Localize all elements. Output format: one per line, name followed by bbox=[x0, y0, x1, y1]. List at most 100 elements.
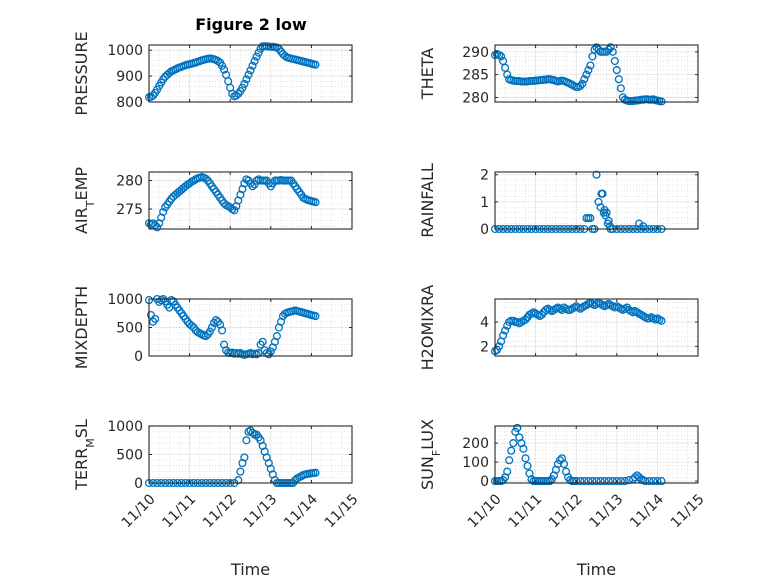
y-tick-label: 285 bbox=[462, 68, 489, 84]
data-point bbox=[645, 477, 654, 486]
data-point bbox=[236, 467, 245, 476]
data-point bbox=[513, 423, 522, 432]
y-tick-label: 900 bbox=[116, 69, 143, 85]
y-tick-label: 800 bbox=[116, 95, 143, 111]
data-point bbox=[523, 461, 532, 470]
y-tick-label: 0 bbox=[134, 476, 143, 492]
y-axis-label: TERRMSL bbox=[72, 419, 97, 491]
data-point bbox=[505, 456, 514, 465]
y-tick-label: 0 bbox=[480, 474, 489, 490]
subplot-air: 275 280 AIRTEMP bbox=[72, 167, 353, 234]
data-point bbox=[220, 65, 229, 74]
y-axis-label: MIXDEPTH bbox=[72, 286, 91, 369]
y-tick-label: 1000 bbox=[107, 419, 143, 435]
data-point bbox=[588, 477, 597, 486]
y-tick-label: 2 bbox=[480, 339, 489, 355]
data-point bbox=[213, 57, 223, 66]
y-tick-label: 0 bbox=[480, 222, 489, 238]
subplot-theta: 280 285 290 THETA bbox=[418, 43, 699, 106]
data-point bbox=[240, 79, 249, 88]
data-point bbox=[165, 68, 174, 78]
data-point bbox=[167, 194, 176, 203]
data-point bbox=[584, 477, 593, 486]
data-point bbox=[529, 308, 538, 317]
data-point bbox=[218, 326, 227, 335]
data-point bbox=[258, 337, 267, 346]
data-point bbox=[608, 477, 617, 486]
data-point bbox=[211, 316, 221, 325]
data-point bbox=[604, 45, 613, 54]
data-point bbox=[151, 220, 160, 230]
data-point bbox=[578, 79, 587, 88]
figure-title: Figure 2 low bbox=[195, 15, 307, 34]
data-point bbox=[246, 426, 255, 435]
axes-box bbox=[494, 171, 699, 230]
data-point bbox=[616, 477, 625, 486]
data-point bbox=[537, 310, 546, 319]
x-axis-label: Time bbox=[576, 560, 616, 579]
data-point bbox=[246, 66, 255, 75]
data-point bbox=[250, 57, 259, 66]
data-point bbox=[248, 428, 257, 437]
data-point bbox=[187, 321, 196, 330]
data-point bbox=[248, 61, 257, 70]
axes-box bbox=[148, 171, 353, 230]
data-point bbox=[600, 477, 609, 486]
data-point bbox=[242, 436, 251, 445]
data-point bbox=[205, 327, 214, 336]
data-point bbox=[201, 332, 210, 341]
data-point bbox=[657, 477, 666, 486]
y-tick-label: 280 bbox=[116, 174, 143, 190]
data-point bbox=[238, 83, 247, 92]
data-point bbox=[559, 459, 569, 469]
data-point bbox=[586, 214, 595, 223]
data-point bbox=[250, 180, 259, 189]
y-tick-label: 1000 bbox=[107, 43, 143, 59]
y-tick-label: 100 bbox=[462, 455, 489, 471]
data-point bbox=[240, 453, 249, 462]
data-point bbox=[580, 75, 589, 84]
data-point bbox=[592, 170, 601, 179]
data-point bbox=[311, 60, 320, 69]
subplot-mixdepth: 0 500 1000 MIXDEPTH bbox=[72, 286, 353, 369]
data-point bbox=[604, 477, 613, 486]
data-point bbox=[519, 444, 528, 453]
data-point bbox=[620, 477, 629, 486]
y-axis-label: RAINFALL bbox=[418, 163, 437, 238]
data-point bbox=[507, 446, 516, 455]
data-point bbox=[232, 91, 241, 100]
data-point bbox=[151, 314, 160, 323]
data-point bbox=[521, 454, 530, 463]
axes-box bbox=[494, 44, 699, 103]
y-axis-label: PRESSURE bbox=[72, 31, 91, 115]
data-point bbox=[497, 52, 506, 61]
y-tick-label: 1000 bbox=[107, 292, 143, 308]
y-tick-label: 500 bbox=[116, 448, 143, 464]
data-point bbox=[545, 477, 554, 486]
data-point bbox=[503, 70, 512, 79]
data-point bbox=[602, 208, 611, 217]
y-tick-label: 0 bbox=[134, 349, 143, 365]
data-point bbox=[608, 47, 617, 56]
data-point bbox=[509, 439, 518, 448]
y-tick-label: 2 bbox=[480, 168, 489, 184]
data-point bbox=[521, 315, 530, 324]
data-point bbox=[592, 43, 601, 52]
data-point bbox=[207, 323, 216, 332]
x-axis-label: Time bbox=[230, 560, 270, 579]
axes-box bbox=[494, 425, 699, 484]
data-point bbox=[153, 223, 162, 232]
data-point bbox=[612, 66, 621, 75]
data-point bbox=[501, 326, 510, 335]
data-point bbox=[657, 316, 666, 325]
data-point bbox=[499, 331, 508, 340]
y-tick-label: 275 bbox=[116, 202, 143, 218]
data-point bbox=[586, 61, 595, 70]
data-point bbox=[503, 467, 512, 476]
y-tick-label: 290 bbox=[462, 45, 489, 61]
y-tick-label: 1 bbox=[480, 195, 489, 211]
data-point bbox=[495, 50, 504, 60]
data-point bbox=[311, 312, 320, 321]
